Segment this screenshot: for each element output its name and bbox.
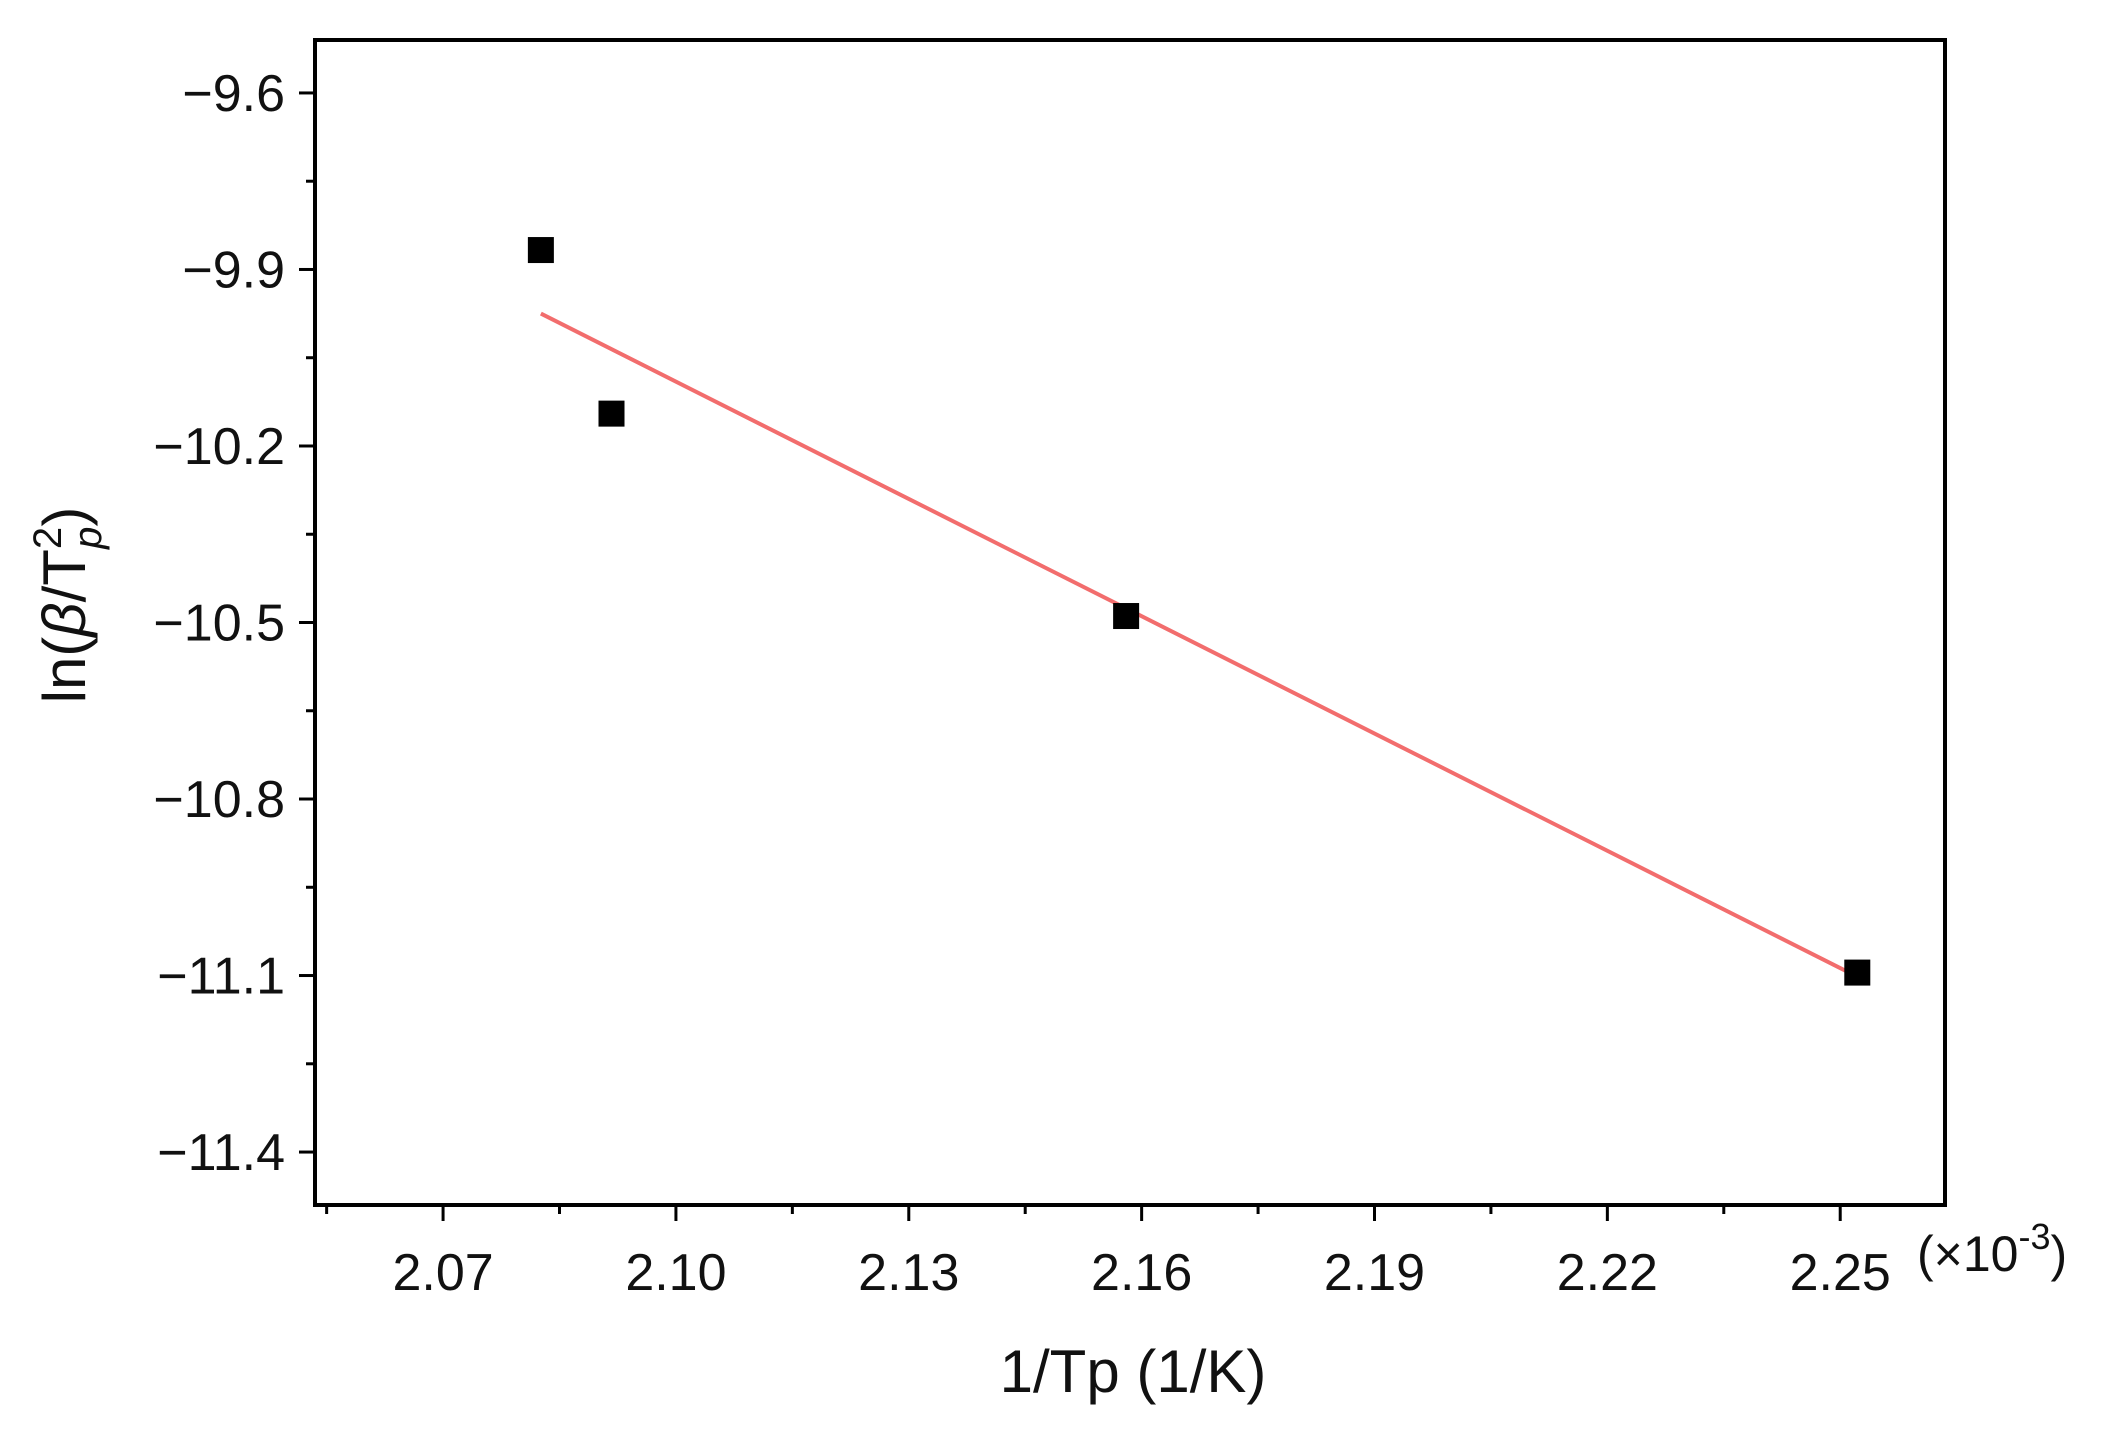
x-tick-label: 2.22 [1557,1244,1658,1302]
x-axis-multiplier: (×10-3) [1917,1216,2067,1282]
axis-ticks [299,91,1842,1221]
data-point [1113,603,1140,630]
y-tick-label: −11.1 [157,948,285,1006]
y-label-prefix: ln( [31,637,98,704]
y-tick-label: −9.6 [182,65,285,123]
y-label-slash-t: /T [31,549,98,602]
x-tick-label: 2.19 [1324,1244,1425,1302]
x-tick-label: 2.10 [625,1244,726,1302]
x-tick-label: 2.13 [858,1244,959,1302]
tick-labels: 2.07 2.10 2.13 2.16 2.19 2.22 2.25 −9.6 −9.9 −10.… [153,65,1890,1302]
y-axis-label: ln(β/T2p) [26,507,110,704]
data-point [1844,959,1871,986]
x-multiplier-text: (×10 [1917,1226,2018,1282]
data-point [598,400,625,427]
data-point [527,237,554,264]
y-label-suffix: ) [31,507,98,527]
y-tick-label: −10.2 [153,418,285,476]
x-tick-label: 2.25 [1790,1244,1891,1302]
y-tick-label: −11.4 [157,1124,285,1182]
y-label-superscript: 2 [26,527,70,549]
y-label-subscript: p [66,527,110,550]
data-series [527,237,1871,986]
x-tick-label: 2.16 [1091,1244,1192,1302]
y-tick-label: −10.5 [153,595,285,653]
x-axis-label: 1/Tp (1/K) [1000,1338,1267,1405]
y-tick-label: −10.8 [153,771,285,829]
y-label-beta: β [31,602,98,638]
fit-line [539,311,1859,979]
y-tick-label: −9.9 [182,241,285,299]
x-tick-label: 2.07 [392,1244,493,1302]
x-multiplier-close: ) [2050,1226,2067,1282]
x-multiplier-exponent: -3 [2018,1216,2050,1257]
